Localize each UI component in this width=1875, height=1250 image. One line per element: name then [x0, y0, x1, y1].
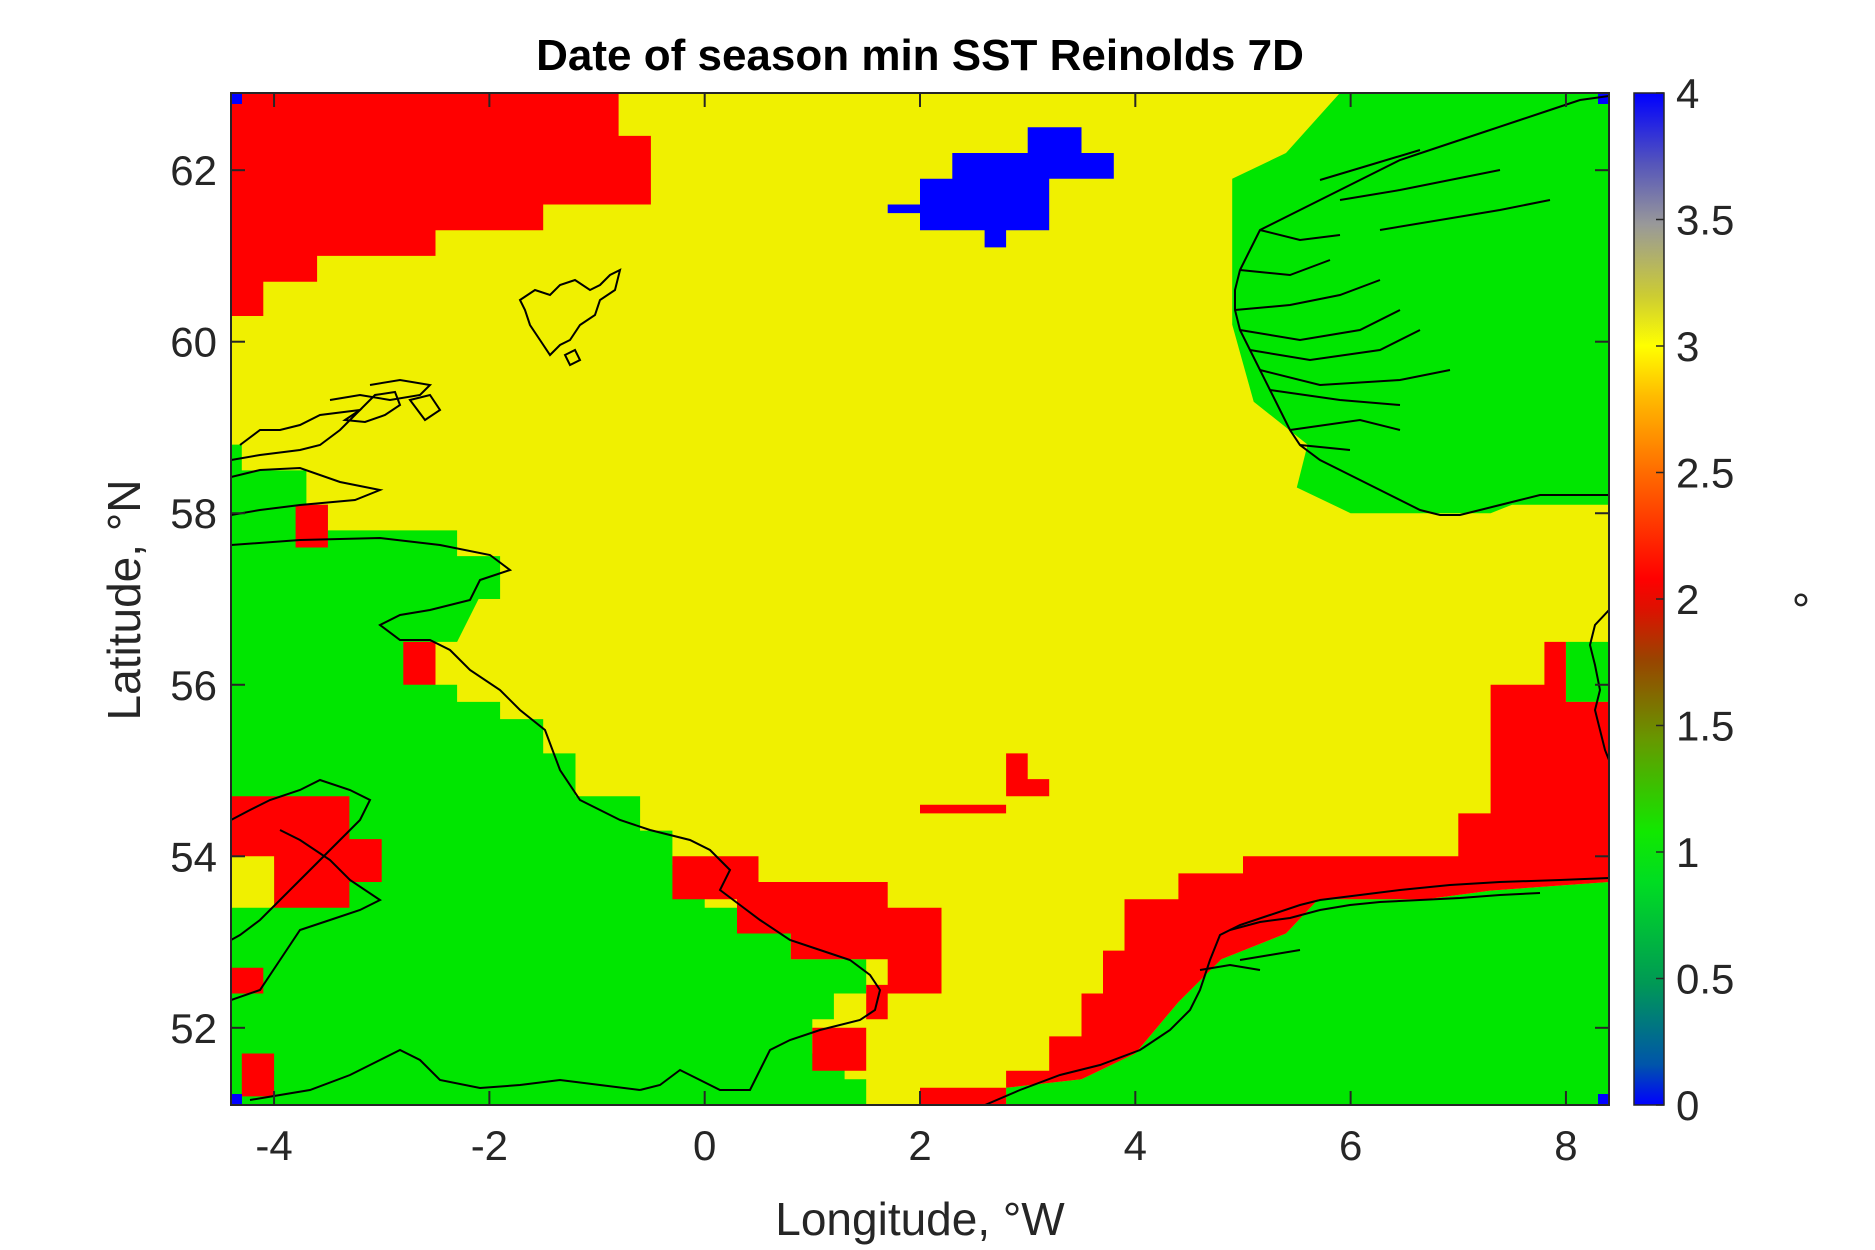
- corner-cell-3: [1598, 1094, 1609, 1105]
- region-value-2-11: [403, 641, 436, 685]
- region-value-2-9: [920, 753, 1050, 814]
- region-value-2-7: [672, 856, 942, 1071]
- region-value-1-6: [1565, 641, 1609, 702]
- chart-title: Date of season min SST Reinolds 7D: [536, 31, 1304, 80]
- region-value-2-1: [231, 93, 651, 316]
- colorbar-label: °: [1765, 591, 1817, 609]
- coastline-norway-fjords: [1234, 149, 1551, 451]
- coastline-scotland-north: [231, 378, 433, 461]
- y-tick-label: 54: [170, 833, 217, 880]
- coastline-wales: [231, 829, 641, 1101]
- corner-cell-2: [231, 1094, 242, 1105]
- corner-cell-0: [231, 93, 242, 104]
- colorbar-tick-label: 3: [1676, 323, 1699, 370]
- plot-area: -4 -2 0 2 4 6 8 52 54 56 58 60 62: [170, 92, 1610, 1169]
- region-value-3-13: [231, 856, 275, 908]
- colorbar: 0 0.5 1 1.5 2 2.5 3 3.5 4 °: [1633, 70, 1817, 1129]
- colorbar-tick-label: 4: [1676, 70, 1699, 117]
- x-tick-label: 2: [908, 1122, 931, 1169]
- coastline-denmark: [1588, 609, 1609, 761]
- x-tick-label: -2: [471, 1122, 508, 1169]
- y-tick-label: 62: [170, 147, 217, 194]
- coastline-britain-east: [231, 466, 882, 1091]
- y-tick-label: 58: [170, 490, 217, 537]
- colorbar-tick-label: 0: [1676, 1082, 1699, 1129]
- region-value-2-14: [231, 967, 264, 994]
- colorbar-tick-label: 2: [1676, 576, 1699, 623]
- region-value-1-4: [231, 444, 867, 1105]
- x-tick-label: -4: [255, 1122, 292, 1169]
- x-tick-label: 8: [1554, 1122, 1577, 1169]
- region-value-1-5: [1006, 882, 1609, 1105]
- coastline-shetland: [518, 268, 622, 367]
- colorbar-tick-label: 1: [1676, 829, 1699, 876]
- y-tick-label: 56: [170, 662, 217, 709]
- y-tick-label: 52: [170, 1005, 217, 1052]
- y-tick-label: 60: [170, 319, 217, 366]
- x-tick-label: 4: [1124, 1122, 1147, 1169]
- region-value-4-2: [887, 127, 1114, 248]
- colorbar-tick-label: 0.5: [1676, 956, 1734, 1003]
- region-value-2-12: [231, 796, 382, 908]
- coastline-norway: [1234, 95, 1609, 516]
- coastline-orkney: [342, 390, 442, 424]
- colorbar-tick-label: 3.5: [1676, 197, 1734, 244]
- x-axis-label: Longitude, °W: [775, 1193, 1065, 1245]
- colorbar-tick-label: 2.5: [1676, 450, 1734, 497]
- region-value-1-3: [1232, 93, 1609, 514]
- coastline-frisian-islands: [1199, 892, 1541, 971]
- region-value-2-10: [295, 504, 328, 548]
- colorbar-tick-label: 1.5: [1676, 703, 1734, 750]
- corner-cell-1: [1598, 93, 1609, 104]
- x-tick-label: 0: [693, 1122, 716, 1169]
- x-tick-label: 6: [1339, 1122, 1362, 1169]
- y-axis-label: Latitude, °N: [98, 480, 150, 721]
- region-value-2-8: [920, 641, 1609, 1105]
- region-value-2-15: [241, 1053, 275, 1097]
- coastline-ireland-east: [231, 778, 372, 941]
